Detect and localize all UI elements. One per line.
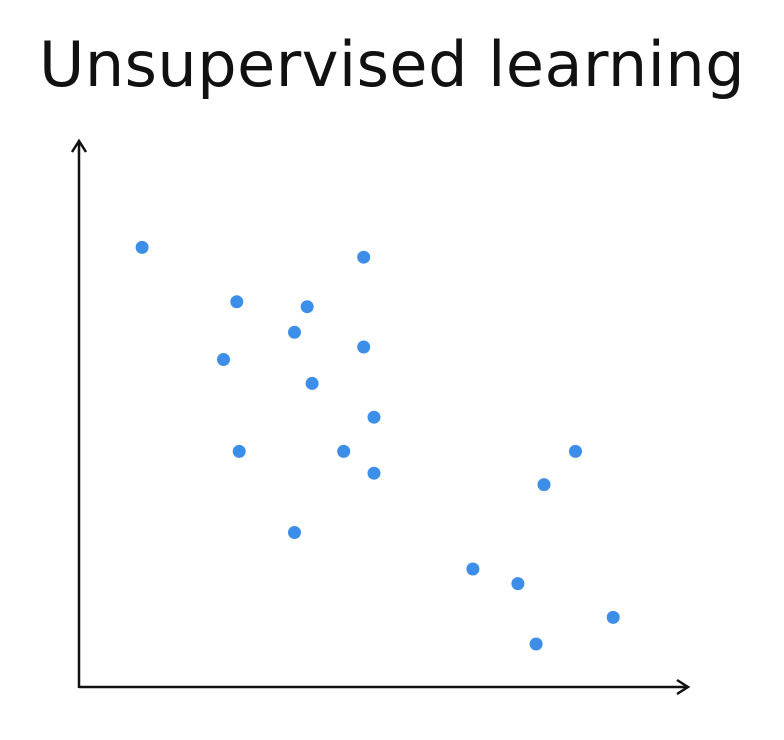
chart-title: Unsupervised learning [38, 28, 746, 101]
scatter-point-18 [529, 637, 543, 651]
axes [70, 138, 691, 696]
scatter-point-7 [357, 340, 371, 354]
scatter-point-11 [337, 444, 351, 458]
scatter-point-9 [367, 410, 381, 424]
scatter-point-19 [606, 610, 620, 624]
scatter-point-10 [232, 444, 246, 458]
scatter-point-17 [569, 444, 582, 458]
x-axis-arrowhead [676, 678, 691, 696]
scatter-point-5 [300, 300, 314, 314]
scatter-point-16 [537, 478, 551, 492]
scatter-point-3 [217, 353, 230, 366]
scatter-point-15 [511, 577, 525, 591]
scatter-point-2 [230, 295, 244, 309]
scatter-point-1 [135, 240, 149, 254]
scatter-point-14 [466, 562, 480, 576]
scatter-point-13 [288, 526, 301, 539]
scatter-point-4 [288, 325, 301, 339]
scatter-point-12 [367, 466, 381, 480]
y-axis-arrowhead [70, 138, 88, 153]
data-points [135, 240, 620, 651]
scatter-point-8 [305, 376, 319, 390]
scatter-point-6 [357, 250, 371, 264]
